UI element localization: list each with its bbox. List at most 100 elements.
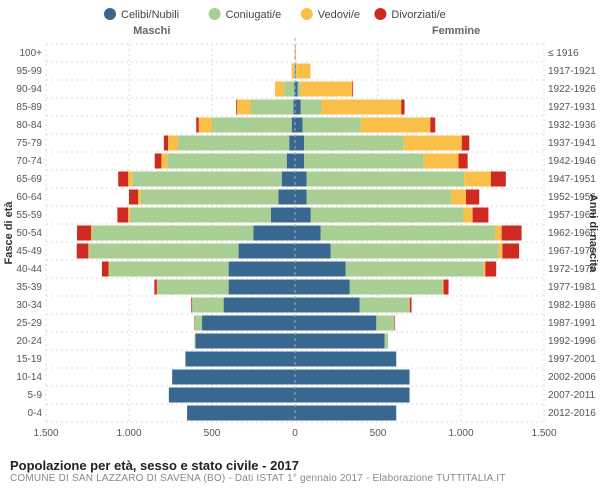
- population-pyramid: Celibi/NubiliConiugati/eVedovi/eDivorzia…: [0, 0, 600, 454]
- right-axis-title: Anni di nascita: [587, 194, 599, 273]
- birth-label: 1942-1946: [548, 156, 596, 167]
- age-label: 15-19: [16, 354, 42, 365]
- bar-female: [483, 262, 485, 277]
- bar-female: [361, 118, 431, 133]
- bar-female: [444, 280, 449, 295]
- bar-male: [92, 226, 253, 241]
- bar-male: [109, 262, 229, 277]
- bar-male: [212, 118, 292, 133]
- birth-label: 1947-1951: [548, 174, 596, 185]
- age-label: 70-74: [16, 156, 42, 167]
- bar-female: [295, 190, 307, 205]
- bar-male: [169, 388, 295, 403]
- female-header: Femmine: [432, 25, 480, 37]
- bar-female: [295, 298, 360, 313]
- bar-male: [229, 280, 295, 295]
- bar-female: [295, 370, 410, 385]
- bar-female: [295, 262, 346, 277]
- bar-male: [154, 280, 156, 295]
- age-label: 40-44: [16, 264, 42, 275]
- bar-female: [295, 154, 304, 169]
- legend-swatch: [209, 8, 221, 20]
- age-label: 75-79: [16, 138, 42, 149]
- birth-label: 1992-1996: [548, 336, 596, 347]
- pyramid-svg: Celibi/NubiliConiugati/eVedovi/eDivorzia…: [0, 0, 600, 454]
- bar-female: [401, 100, 404, 115]
- bar-male: [254, 226, 296, 241]
- bar-male: [191, 298, 192, 313]
- bar-female: [307, 190, 451, 205]
- bar-male: [239, 244, 295, 259]
- bar-male: [229, 262, 295, 277]
- x-tick-label: 500: [370, 428, 387, 439]
- bar-female: [295, 406, 396, 421]
- age-label: 20-24: [16, 336, 42, 347]
- bar-female: [295, 100, 301, 115]
- bar-male: [187, 406, 295, 421]
- bar-female: [424, 154, 459, 169]
- birth-label: 1997-2001: [548, 354, 596, 365]
- bar-female: [297, 82, 300, 97]
- bar-female: [466, 190, 479, 205]
- bar-female: [304, 136, 404, 151]
- bar-female: [473, 208, 489, 223]
- bar-female: [295, 136, 304, 151]
- bar-male: [192, 298, 224, 313]
- age-label: 5-9: [28, 390, 43, 401]
- bar-female: [301, 82, 352, 97]
- legend-swatch: [104, 8, 116, 20]
- bar-female: [302, 118, 360, 133]
- age-label: 55-59: [16, 210, 42, 221]
- bar-male: [117, 208, 128, 223]
- bar-male: [141, 190, 279, 205]
- bar-male: [164, 136, 168, 151]
- bar-female: [301, 100, 322, 115]
- bar-male: [275, 82, 284, 97]
- age-label: 60-64: [16, 192, 42, 203]
- bar-male: [195, 316, 202, 331]
- bar-male: [102, 262, 109, 277]
- bar-female: [485, 262, 496, 277]
- bar-female: [459, 154, 468, 169]
- bar-male: [196, 118, 198, 133]
- legend-swatch: [301, 8, 313, 20]
- birth-label: ≤ 1916: [548, 48, 579, 59]
- x-tick-label: 1.000: [116, 428, 141, 439]
- bar-male: [237, 100, 251, 115]
- bar-female: [498, 244, 502, 259]
- bar-female: [385, 334, 388, 349]
- birth-label: 2007-2011: [548, 390, 596, 401]
- birth-label: 1917-1921: [548, 66, 596, 77]
- bar-female: [464, 172, 491, 187]
- age-label: 35-39: [16, 282, 42, 293]
- age-label: 90-94: [16, 84, 42, 95]
- legend-label: Coniugati/e: [226, 9, 282, 21]
- bar-male: [236, 100, 237, 115]
- chart-footer: Popolazione per età, sesso e stato civil…: [0, 454, 600, 492]
- birth-label: 1937-1941: [548, 138, 596, 149]
- bar-female: [295, 208, 311, 223]
- x-tick-label: 1.500: [33, 428, 58, 439]
- x-tick-label: 0: [292, 428, 298, 439]
- chart-subtitle: COMUNE DI SAN LAZZARO DI SAVENA (BO) - D…: [10, 473, 590, 484]
- bar-female: [295, 226, 321, 241]
- bar-female: [307, 172, 465, 187]
- bar-male: [118, 172, 128, 187]
- bar-male: [132, 172, 281, 187]
- bar-female: [295, 388, 410, 403]
- bar-female: [350, 280, 443, 295]
- bar-female: [296, 64, 310, 79]
- bar-male: [77, 244, 89, 259]
- birth-label: 1982-1986: [548, 300, 596, 311]
- x-tick-label: 1.000: [448, 428, 473, 439]
- birth-label: 2002-2006: [548, 372, 596, 383]
- chart-title: Popolazione per età, sesso e stato civil…: [10, 458, 590, 473]
- bar-female: [451, 190, 466, 205]
- legend-swatch: [374, 8, 386, 20]
- age-label: 30-34: [16, 300, 42, 311]
- bar-female: [443, 280, 444, 295]
- bar-female: [495, 226, 502, 241]
- legend-label: Divorziati/e: [391, 9, 445, 21]
- bar-male: [138, 190, 140, 205]
- bar-male: [155, 154, 162, 169]
